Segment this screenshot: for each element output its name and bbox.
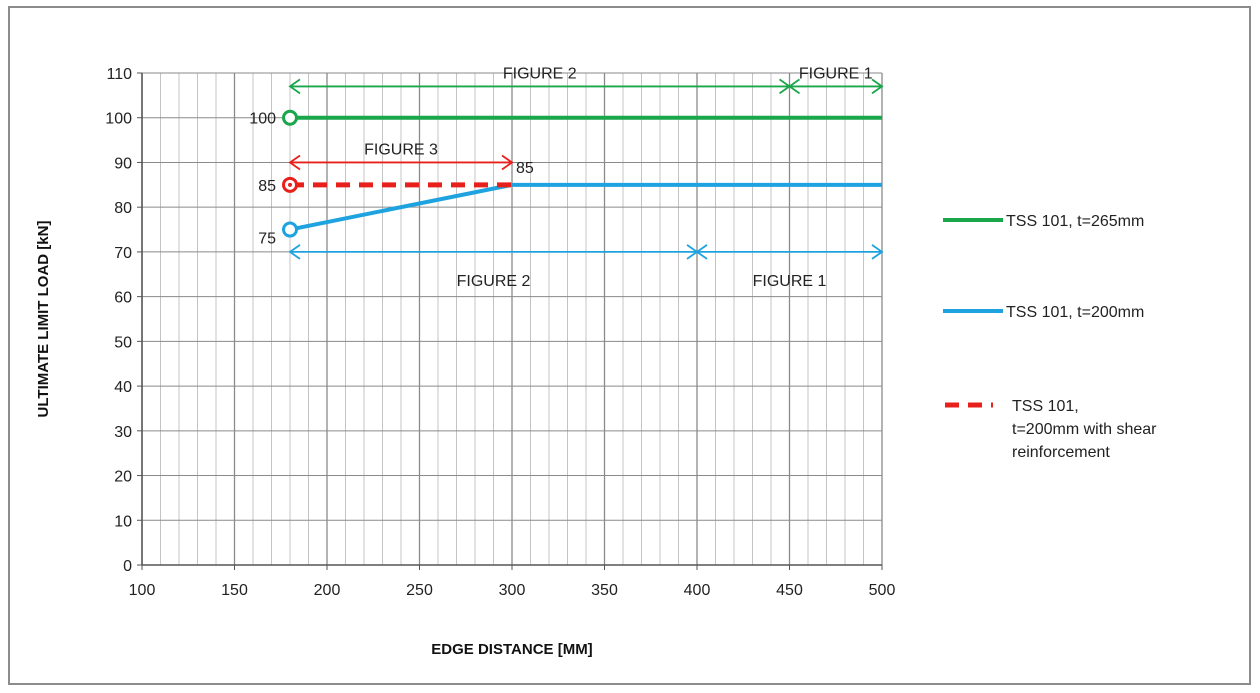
- series-line: [289, 182, 882, 232]
- point-label: 85: [516, 160, 534, 177]
- x-tick-label: 350: [591, 582, 618, 599]
- x-tick-label: 400: [684, 582, 711, 599]
- y-tick-label: 70: [114, 245, 132, 262]
- point-label: 100: [249, 111, 276, 128]
- y-tick-label: 20: [114, 469, 132, 486]
- series-start-marker-dot: [288, 182, 292, 187]
- range-arrow-label: FIGURE 1: [799, 65, 873, 82]
- x-tick-label: 500: [869, 582, 896, 599]
- range-arrow: FIGURE 1: [787, 65, 884, 95]
- x-tick-label: 300: [499, 582, 526, 599]
- range-arrow-label: FIGURE 3: [364, 141, 438, 158]
- range-arrow-label: FIGURE 2: [457, 273, 531, 290]
- y-tick-label: 0: [123, 558, 132, 575]
- range-arrow-head-left: [787, 78, 801, 95]
- y-tick-label: 40: [114, 379, 132, 396]
- point-label: 75: [258, 231, 276, 248]
- range-arrow-label: FIGURE 2: [503, 65, 577, 82]
- axes: 100 150 200 250 300 350 400 450 500 0 10 20 30 40 50 60…: [105, 66, 895, 599]
- x-axis-title: EDGE DISTANCE [MM]: [431, 641, 592, 658]
- y-tick-label: 10: [114, 513, 132, 530]
- y-axis-title: ULTIMATE LIMIT LOAD [kN]: [35, 221, 52, 418]
- legend-label: TSS 101, t=200mm: [1006, 304, 1144, 321]
- range-arrow-head-left: [288, 154, 301, 171]
- x-tick-label: 450: [776, 582, 803, 599]
- range-arrow-head-left: [695, 244, 708, 260]
- range-arrow-label: FIGURE 1: [753, 273, 827, 290]
- y-tick-label: 30: [114, 424, 132, 441]
- range-arrow: FIGURE 2: [288, 65, 792, 95]
- range-arrow: FIGURE 1: [695, 244, 884, 290]
- y-tick-label: 50: [114, 334, 132, 351]
- y-tick-label: 80: [114, 200, 132, 217]
- range-arrow-head-left: [288, 244, 301, 260]
- range-arrow-head-right: [871, 78, 884, 95]
- load-chart: 100 150 200 250 300 350 400 450 500 0 10 20 30 40 50 60…: [35, 65, 1157, 658]
- point-label: 85: [258, 178, 276, 195]
- y-tick-label: 60: [114, 290, 132, 307]
- point-labels: 100 75 85 85: [249, 111, 534, 248]
- range-arrow-head-right: [501, 154, 514, 171]
- range-arrow: FIGURE 3: [288, 141, 514, 171]
- legend-label: TSS 101, t=265mm: [1006, 213, 1144, 230]
- grid: [141, 72, 883, 566]
- chart-frame: 100 150 200 250 300 350 400 450 500 0 10 20 30 40 50 60…: [8, 6, 1251, 685]
- series-start-marker: [282, 109, 298, 126]
- series-start-marker: [282, 221, 298, 238]
- range-arrow-head-left: [288, 78, 301, 95]
- x-tick-label: 250: [406, 582, 433, 599]
- range-arrow-head-right: [871, 244, 884, 260]
- y-tick-label: 110: [106, 66, 132, 83]
- legend: TSS 101, t=265mm TSS 101, t=200mm TSS 101,…: [943, 213, 1157, 461]
- y-tick-label: 100: [105, 111, 132, 128]
- range-annotations: FIGURE 2 FIGURE 1 FIGURE 3 FIGURE 2 FIGURE 1: [288, 65, 884, 290]
- series-layer: [282, 109, 882, 238]
- x-tick-label: 150: [221, 582, 248, 599]
- y-tick-label: 90: [114, 155, 132, 172]
- x-tick-label: 100: [129, 582, 156, 599]
- legend-label: TSS 101, t=200mm with shear reinforcement: [1012, 398, 1157, 461]
- x-tick-label: 200: [314, 582, 341, 599]
